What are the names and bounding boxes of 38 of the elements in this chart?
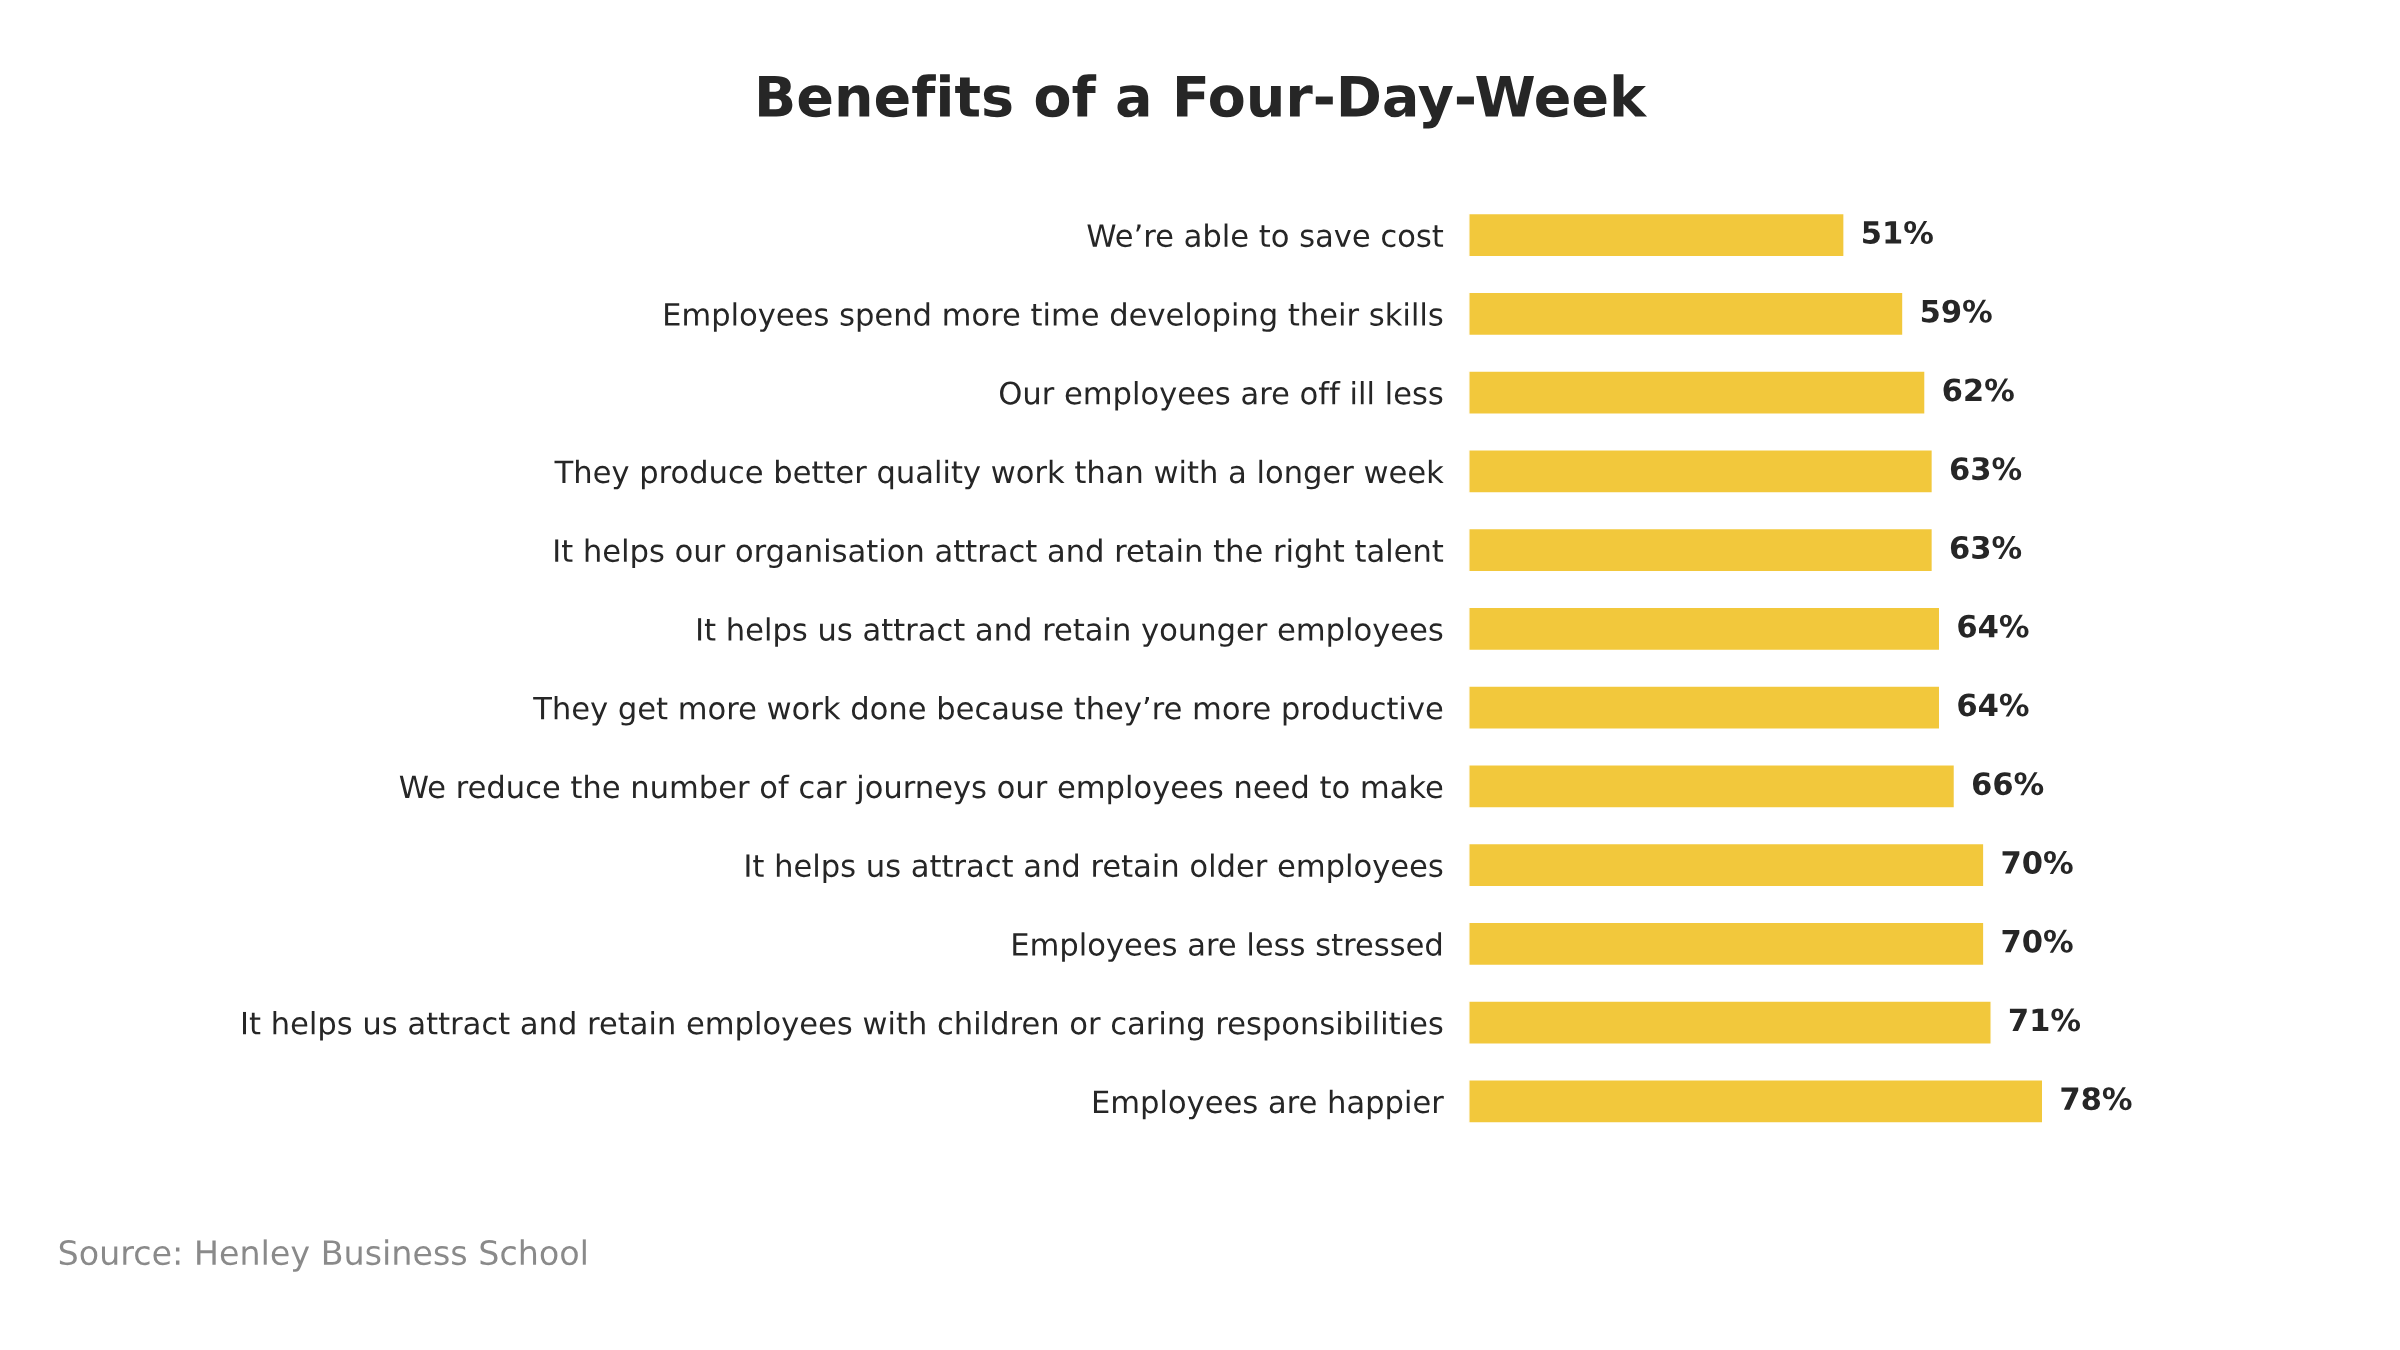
y-tick-label: Employees spend more time developing their skills — [665, 302, 1443, 332]
y-tick-label: Employees are happier — [1093, 1089, 1444, 1120]
bar — [1468, 842, 1985, 888]
bar — [1468, 764, 1956, 809]
data-label: 71% — [2009, 1008, 2081, 1032]
data-label: 62% — [1943, 378, 2014, 402]
data-label: 64% — [1958, 614, 2029, 638]
chart-title: Benefits of a Four-Day-Week — [759, 74, 1648, 129]
bar — [1468, 1000, 1992, 1045]
bar — [1468, 921, 1985, 967]
source-note: Source: Henley Business School — [59, 1239, 586, 1272]
y-tick-label: We’re able to save cost — [1087, 223, 1444, 248]
y-tick-label: They produce better quality work than with a longer week — [554, 459, 1444, 490]
data-label: 63% — [1950, 535, 2022, 559]
data-label: 63% — [1950, 457, 2022, 481]
bar — [1468, 449, 1934, 494]
bar — [1468, 212, 1845, 258]
y-tick-label: Employees are less stressed — [1013, 932, 1442, 962]
y-tick-label: It helps us attract and retain younger employees — [698, 617, 1443, 647]
bar — [1468, 527, 1934, 573]
data-label: 70% — [2002, 850, 2073, 874]
data-label: 78% — [2061, 1087, 2132, 1111]
y-tick-label: Our employees are off ill less — [1000, 381, 1443, 411]
data-label: 64% — [1958, 693, 2029, 717]
y-tick-label: They get more work done because they’re more productive — [533, 696, 1443, 726]
data-label: 51% — [1863, 220, 1933, 244]
bar — [1468, 685, 1941, 730]
y-tick-label: It helps our organisation attract and retain the right talent — [555, 538, 1444, 569]
data-label: 70% — [2002, 929, 2073, 953]
data-label: 59% — [1921, 299, 1992, 323]
bar — [1468, 291, 1904, 337]
data-label: 66% — [1972, 772, 2044, 796]
y-tick-label: It helps us attract and retain older employees — [746, 853, 1443, 884]
y-tick-label: We reduce the number of car journeys our employees need to make — [399, 774, 1443, 805]
y-tick-label: It helps us attract and retain employees with children or caring responsibilities — [243, 1011, 1443, 1041]
bar — [1468, 606, 1941, 652]
bar — [1468, 370, 1926, 415]
bar — [1468, 1079, 2044, 1124]
